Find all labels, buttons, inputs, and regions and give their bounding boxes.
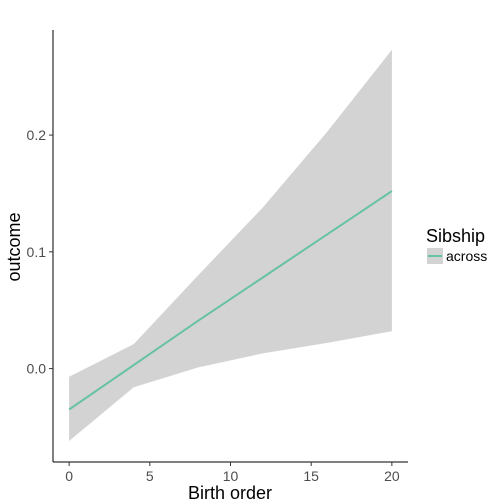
series-line-layer	[68, 190, 393, 411]
x-tick-label: 20	[384, 468, 400, 484]
x-tick-label: 10	[223, 468, 239, 484]
series-line-0	[68, 190, 393, 411]
y-tick-label: 0.0	[27, 361, 47, 377]
x-axis-title: Birth order	[188, 483, 272, 503]
y-tick-label: 0.2	[27, 127, 47, 143]
legend-label-across: across	[446, 248, 487, 264]
confidence-band-layer	[69, 49, 392, 442]
x-tick-label: 5	[146, 468, 154, 484]
legend-title: Sibship	[426, 226, 485, 246]
x-tick-label: 15	[303, 468, 319, 484]
confidence-band-0	[69, 49, 392, 442]
tick-layer: 0 5 10 15 20 0.0 0.1 0.2	[27, 127, 400, 484]
x-tick-label: 0	[65, 468, 73, 484]
legend: Sibship across	[420, 222, 496, 270]
y-axis-title: outcome	[4, 212, 24, 281]
y-tick-label: 0.1	[27, 244, 47, 260]
